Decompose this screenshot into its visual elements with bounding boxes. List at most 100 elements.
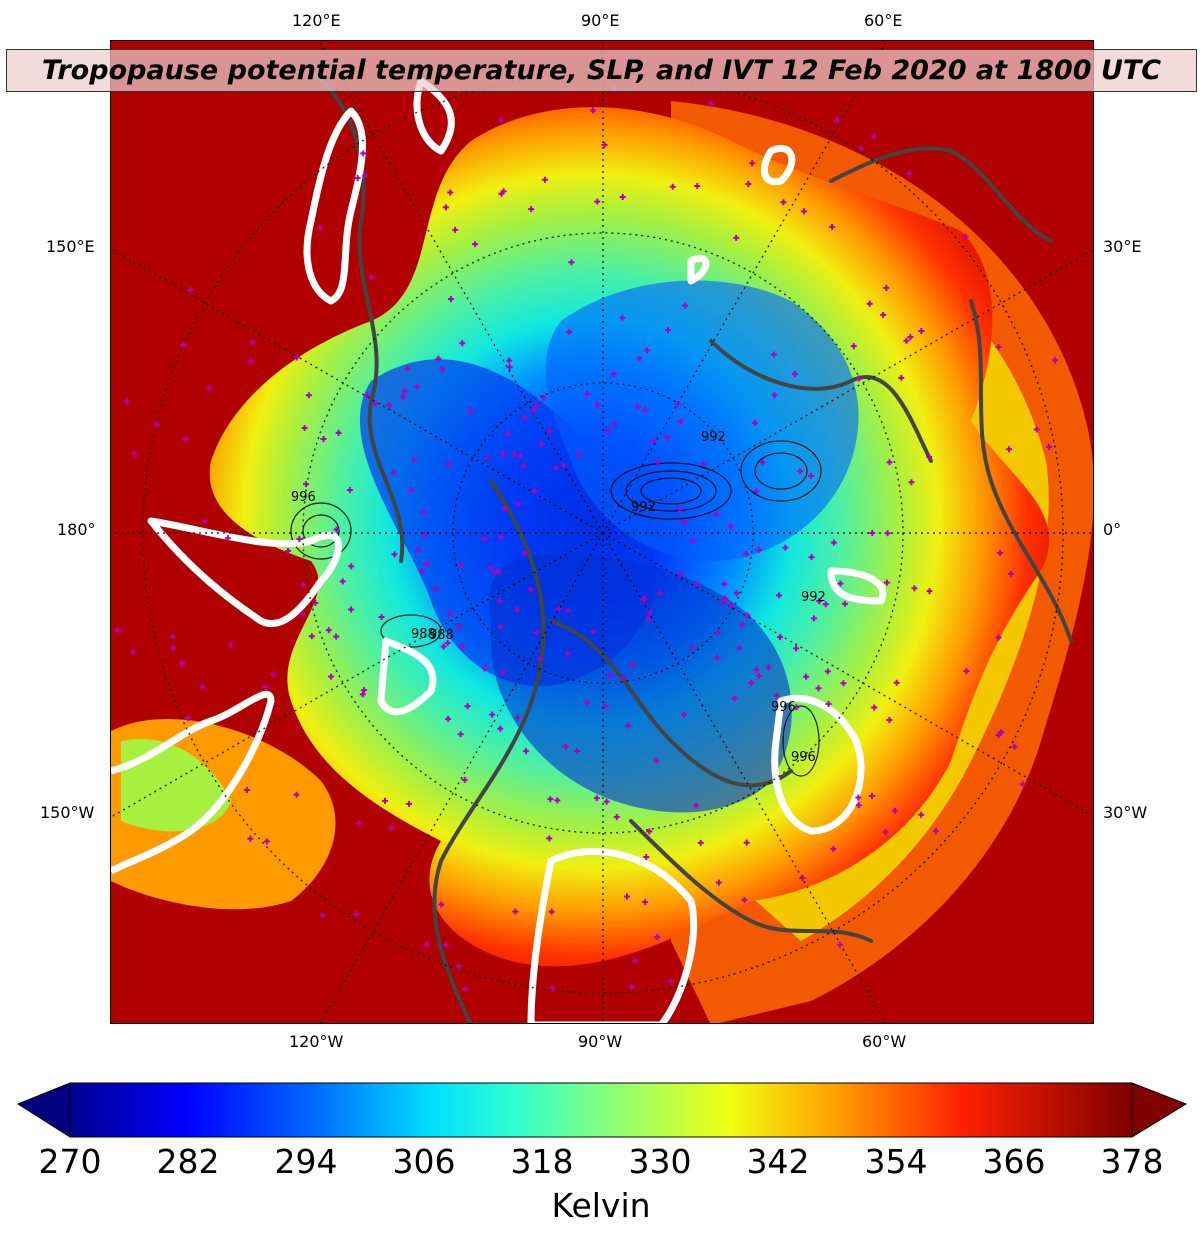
- station-marker: [713, 511, 720, 518]
- station-marker: [632, 957, 639, 964]
- station-marker: [680, 711, 687, 718]
- station-marker: [506, 364, 513, 371]
- station-marker: [360, 150, 367, 157]
- station-marker: [869, 792, 876, 799]
- station-marker: [445, 461, 452, 468]
- station-marker: [206, 385, 213, 392]
- station-marker: [372, 400, 379, 407]
- station-marker: [328, 673, 335, 680]
- station-marker: [743, 551, 750, 558]
- station-marker: [776, 634, 783, 641]
- station-marker: [554, 797, 561, 804]
- station-marker: [401, 387, 408, 394]
- station-marker: [753, 488, 760, 495]
- slp-label: 988: [411, 627, 436, 642]
- station-marker: [694, 182, 701, 189]
- station-marker: [748, 680, 755, 687]
- station-marker: [918, 328, 925, 335]
- station-marker: [836, 941, 843, 948]
- station-marker: [458, 562, 465, 569]
- station-marker: [317, 224, 324, 231]
- station-marker: [467, 408, 474, 415]
- station-marker: [749, 160, 756, 167]
- lat-label-right: 0°: [1103, 520, 1122, 539]
- station-marker: [224, 535, 231, 542]
- station-marker: [353, 910, 360, 917]
- station-marker: [871, 704, 878, 711]
- station-marker: [665, 327, 672, 334]
- station-marker: [123, 398, 130, 405]
- station-marker: [293, 791, 300, 798]
- station-marker: [180, 342, 187, 349]
- map-panel: 988 988 996 992 992 992 996 996: [110, 40, 1094, 1024]
- station-marker: [201, 517, 208, 524]
- station-markers: [114, 85, 1059, 993]
- station-marker: [418, 568, 425, 575]
- station-marker: [564, 650, 571, 657]
- station-marker: [884, 530, 891, 537]
- station-marker: [408, 487, 415, 494]
- station-marker: [447, 610, 454, 617]
- station-marker: [722, 595, 729, 602]
- title-box: Tropopause potential temperature, SLP, a…: [6, 49, 1197, 92]
- station-marker: [491, 569, 498, 576]
- station-marker: [610, 371, 617, 378]
- station-marker: [500, 669, 507, 676]
- station-marker: [421, 531, 428, 538]
- station-marker: [546, 835, 553, 842]
- station-marker: [911, 585, 918, 592]
- station-marker: [497, 725, 504, 732]
- station-marker: [459, 340, 466, 347]
- station-marker: [870, 133, 877, 140]
- station-marker: [770, 351, 777, 358]
- station-marker: [457, 731, 464, 738]
- station-marker: [751, 419, 758, 426]
- colorbar-tick-label: 378: [1100, 1142, 1164, 1181]
- green-patch-southwest: [121, 739, 231, 832]
- station-marker: [682, 302, 689, 309]
- station-marker: [299, 610, 306, 617]
- station-marker: [303, 481, 309, 488]
- station-marker: [782, 544, 789, 551]
- station-marker: [472, 241, 479, 248]
- station-marker: [714, 654, 721, 661]
- station-marker: [560, 462, 567, 469]
- station-marker: [855, 375, 862, 382]
- station-marker: [1033, 426, 1040, 433]
- station-marker: [664, 434, 671, 441]
- station-marker: [858, 144, 865, 151]
- station-marker: [410, 456, 417, 463]
- station-marker: [625, 722, 632, 729]
- station-marker: [727, 523, 734, 530]
- station-marker: [619, 194, 626, 201]
- station-marker: [497, 623, 504, 630]
- station-marker: [538, 440, 545, 447]
- station-marker: [170, 633, 177, 640]
- colorbar-extend-max: [1131, 1082, 1188, 1138]
- station-marker: [883, 579, 890, 586]
- station-marker: [646, 609, 653, 616]
- station-marker: [674, 401, 681, 408]
- station-marker: [444, 640, 451, 647]
- station-marker: [753, 666, 760, 673]
- slp-label: 992: [801, 590, 826, 605]
- station-marker: [643, 853, 650, 860]
- station-marker: [308, 633, 315, 640]
- slp-label: 996: [291, 490, 316, 505]
- station-marker: [574, 748, 581, 755]
- station-marker: [619, 314, 626, 321]
- station-marker: [654, 934, 661, 941]
- colorbar-tick-label: 342: [746, 1142, 810, 1181]
- station-marker: [593, 795, 600, 802]
- station-marker: [562, 743, 569, 750]
- station-marker: [584, 699, 591, 706]
- station-marker: [707, 101, 714, 108]
- lon-label-bottom: 60°W: [862, 1032, 907, 1051]
- station-marker: [620, 674, 627, 681]
- station-marker: [528, 586, 535, 593]
- station-marker: [247, 358, 254, 365]
- station-marker: [908, 479, 915, 486]
- station-marker: [855, 794, 862, 801]
- station-marker: [514, 714, 521, 721]
- station-marker: [669, 183, 676, 190]
